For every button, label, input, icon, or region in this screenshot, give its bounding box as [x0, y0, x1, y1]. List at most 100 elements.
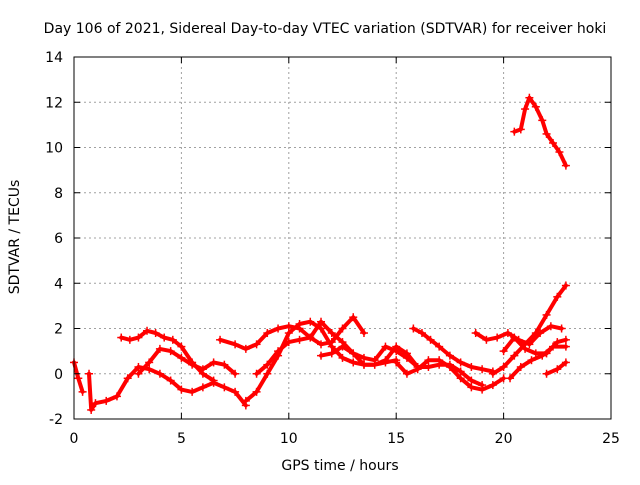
data-point	[349, 349, 358, 358]
y-tick-label: 0	[54, 367, 63, 383]
data-point	[216, 335, 225, 344]
data-point	[538, 116, 547, 125]
series-trace	[87, 365, 248, 412]
data-point	[349, 358, 358, 367]
series-trace	[544, 360, 568, 376]
data-marks	[70, 93, 570, 414]
data-point	[155, 369, 164, 378]
data-point	[125, 335, 134, 344]
data-point	[413, 365, 422, 374]
data-point	[553, 292, 562, 301]
data-point	[510, 351, 519, 360]
y-tick-label: 2	[54, 322, 63, 338]
data-point	[155, 344, 164, 353]
series-trace	[490, 283, 568, 376]
data-point	[424, 356, 433, 365]
series-track-b	[85, 362, 250, 414]
series-track-i	[392, 356, 508, 394]
data-point	[220, 360, 229, 369]
x-axis-label: GPS time / hours	[281, 458, 398, 474]
x-tick-label: 0	[70, 431, 79, 447]
series-track-m	[499, 333, 570, 358]
y-tick-label: 6	[54, 231, 63, 247]
data-point	[510, 333, 519, 342]
data-point	[117, 333, 126, 342]
data-point	[531, 102, 540, 111]
series-track-n	[506, 342, 570, 383]
data-point	[392, 358, 401, 367]
x-tick-label: 20	[495, 431, 513, 447]
series-track-e	[241, 317, 401, 405]
data-point	[546, 322, 555, 331]
data-point	[252, 369, 261, 378]
data-point	[370, 360, 379, 369]
data-point	[426, 335, 435, 344]
x-tick-label: 25	[602, 431, 620, 447]
y-tick-label: 14	[45, 50, 63, 66]
data-point	[488, 381, 497, 390]
data-point	[198, 365, 207, 374]
data-point	[561, 281, 570, 290]
data-point	[531, 349, 540, 358]
series-track-l	[488, 281, 570, 378]
series-trace	[254, 319, 420, 376]
data-point	[359, 353, 368, 362]
y-tick-label: 10	[45, 141, 63, 157]
data-point	[327, 338, 336, 347]
data-point	[553, 365, 562, 374]
data-point	[317, 351, 326, 360]
data-point	[538, 351, 547, 360]
x-tick-label: 15	[387, 431, 405, 447]
data-point	[306, 333, 315, 342]
data-point	[516, 125, 525, 134]
data-point	[252, 340, 261, 349]
data-point	[151, 329, 160, 338]
data-point	[263, 329, 272, 338]
series-trace	[319, 344, 485, 388]
data-point	[542, 369, 551, 378]
data-point	[160, 333, 169, 342]
data-point	[456, 358, 465, 367]
data-point	[467, 376, 476, 385]
data-point	[555, 148, 564, 157]
data-point	[143, 326, 152, 335]
data-point	[177, 385, 186, 394]
data-point	[231, 387, 240, 396]
data-point	[542, 129, 551, 138]
data-point	[317, 340, 326, 349]
data-point	[499, 347, 508, 356]
data-point	[231, 369, 240, 378]
data-point	[499, 362, 508, 371]
y-tick-label: 8	[54, 186, 63, 202]
data-point	[284, 338, 293, 347]
x-tick-label: 5	[177, 431, 186, 447]
data-point	[516, 362, 525, 371]
data-point	[91, 399, 100, 408]
data-point	[402, 349, 411, 358]
data-point	[166, 376, 175, 385]
data-point	[327, 349, 336, 358]
data-point	[231, 340, 240, 349]
data-point	[435, 342, 444, 351]
data-point	[525, 93, 534, 102]
data-point	[209, 358, 218, 367]
data-point	[402, 369, 411, 378]
data-point	[482, 335, 491, 344]
data-point	[78, 387, 87, 396]
data-point	[74, 374, 83, 383]
y-axis-ticks: -2 0 2 4 6 8 10 12 14	[45, 50, 611, 428]
data-point	[409, 324, 418, 333]
y-tick-label: -2	[49, 412, 63, 428]
data-point	[359, 329, 368, 338]
data-point	[445, 362, 454, 371]
data-point	[542, 310, 551, 319]
data-point	[527, 356, 536, 365]
data-point	[252, 387, 261, 396]
data-point	[166, 347, 175, 356]
data-point	[521, 344, 530, 353]
data-point	[134, 369, 143, 378]
data-point	[241, 396, 250, 405]
data-point	[510, 127, 519, 136]
